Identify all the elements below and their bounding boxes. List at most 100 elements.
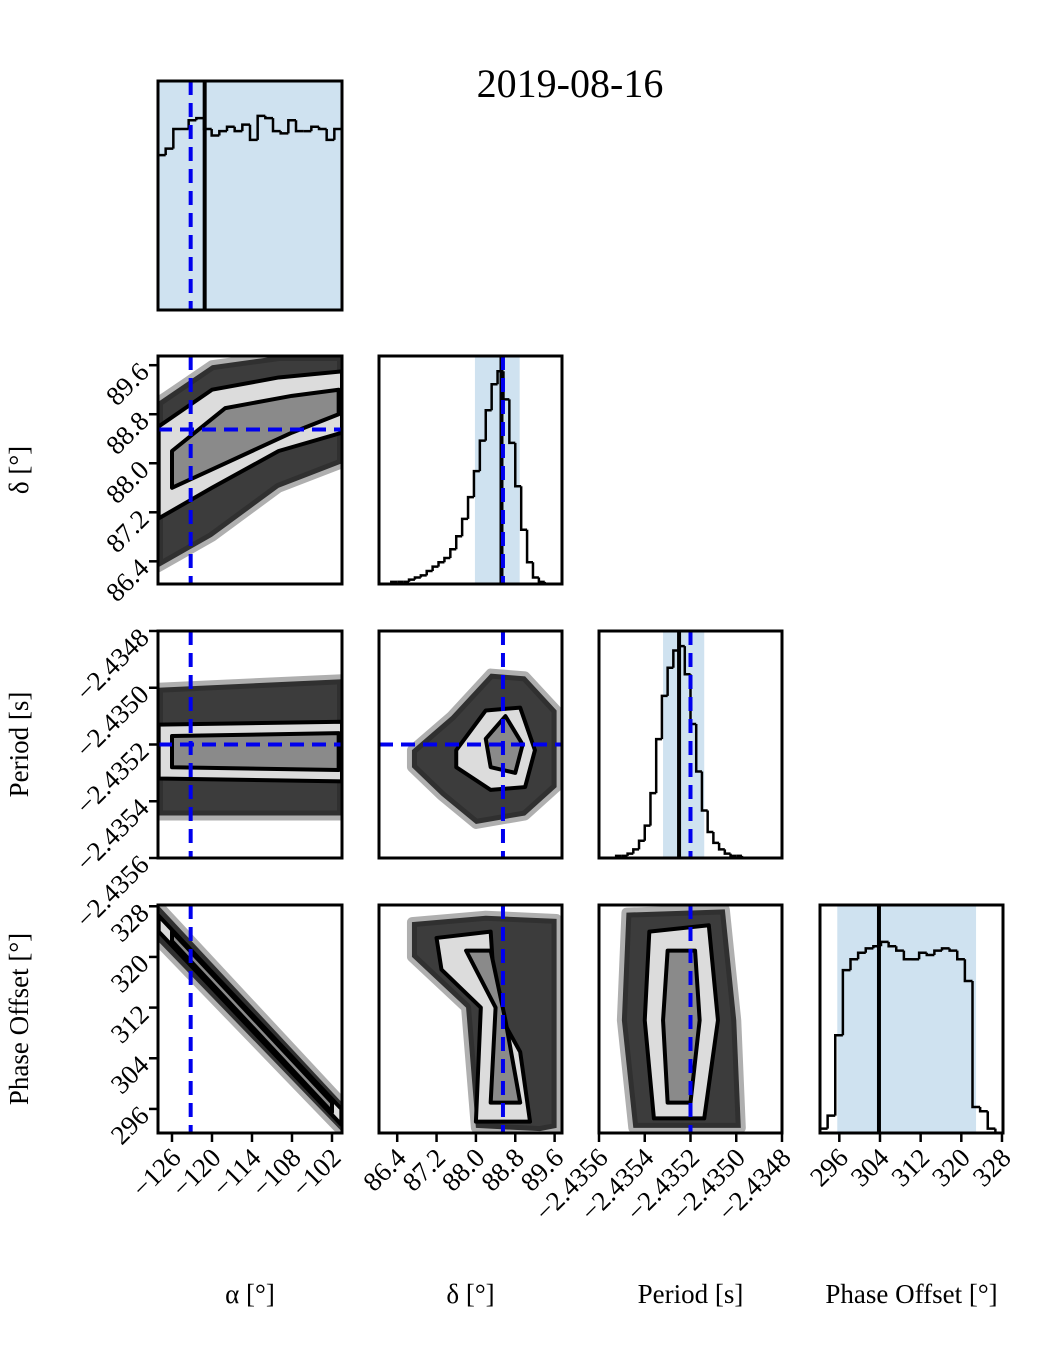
histogram-bin (519, 486, 528, 531)
histogram-bin (864, 947, 874, 953)
histogram-bin (449, 548, 457, 558)
y-tick-label: 312 (105, 999, 155, 1049)
panel (379, 631, 562, 858)
histogram-bin (164, 147, 174, 156)
histogram-bin (225, 125, 235, 132)
histogram-bin (660, 694, 668, 740)
panel (158, 631, 342, 858)
histogram-bin (849, 958, 859, 971)
histogram-bin (729, 853, 737, 858)
histogram-bin (887, 941, 897, 948)
panel-frame (818, 903, 1005, 1135)
histogram-bin (925, 952, 935, 957)
chart-title: 2019-08-16 (477, 61, 664, 106)
histogram-bin (986, 1111, 996, 1130)
histogram-bin (902, 950, 912, 961)
x-tick-label: 320 (926, 1142, 976, 1192)
histogram-bin (514, 442, 522, 488)
histogram-bin (717, 842, 725, 851)
histogram-bin (856, 951, 866, 960)
histogram-bin (490, 382, 498, 411)
y-axis-label: Period [s] (4, 692, 34, 798)
histogram-bin (333, 127, 342, 310)
panel (616, 905, 746, 1133)
x-tick-label: 304 (845, 1142, 895, 1192)
x-tick-label: 296 (804, 1142, 854, 1192)
histogram-bin (948, 948, 958, 952)
histogram-bin (256, 114, 266, 140)
histogram-bin (271, 118, 281, 133)
x-axis-label: δ [°] (446, 1279, 494, 1309)
panel (158, 81, 342, 310)
histogram-bin (425, 569, 433, 576)
panel (406, 905, 562, 1133)
histogram-bin (649, 791, 657, 826)
histogram-bin (484, 409, 492, 441)
histogram-bin (531, 562, 539, 579)
histogram-bin (537, 577, 545, 584)
histogram-bin (233, 126, 243, 133)
panel (820, 905, 1003, 1133)
histogram-bin (294, 120, 304, 133)
histogram-bin (694, 723, 702, 773)
panel-frame (597, 629, 784, 860)
histogram-bin (643, 824, 651, 841)
histogram-bin (834, 1034, 843, 1116)
histogram-bin (666, 666, 674, 696)
histogram-bin (195, 116, 204, 121)
histogram-bin (472, 469, 480, 498)
contour (464, 948, 523, 1105)
histogram-bin (700, 771, 708, 812)
panel-frame (377, 629, 564, 860)
histogram-bin (218, 129, 227, 136)
y-tick-label: 88.8 (100, 406, 155, 461)
histogram-bin (712, 832, 720, 845)
credible-interval (837, 905, 977, 1133)
credible-interval (474, 356, 520, 584)
histogram-bin (917, 951, 927, 960)
histogram-bin (895, 946, 904, 952)
histogram-bin (317, 126, 327, 131)
y-tick-label: 89.6 (100, 357, 155, 412)
histogram-bin (820, 1127, 828, 1133)
histogram-bin (248, 124, 258, 142)
histogram-bin (626, 852, 634, 856)
panel (158, 356, 342, 584)
histogram-bin (478, 439, 486, 472)
histogram-bin (723, 849, 731, 855)
histogram-bin (419, 574, 427, 578)
histogram-bin (443, 556, 451, 563)
contour (170, 929, 334, 1115)
histogram-bin (508, 399, 516, 445)
histogram-bin (683, 646, 691, 676)
histogram-bin (431, 565, 439, 571)
histogram-bin (454, 534, 463, 550)
y-axis-label: δ [°] (4, 446, 34, 494)
x-tick-label: −102 (286, 1142, 347, 1203)
histogram-bin (172, 127, 181, 149)
histogram-bin (310, 125, 319, 132)
histogram-bin (466, 495, 474, 519)
y-tick-label: 296 (105, 1100, 155, 1150)
histogram-bin (978, 1106, 988, 1113)
histogram-bin (264, 115, 273, 120)
credible-interval (158, 81, 342, 310)
histogram-bin (325, 128, 335, 142)
histogram-bin (940, 947, 950, 951)
histogram-bin (637, 839, 645, 850)
histogram-bin (241, 123, 250, 132)
panel-frame (377, 354, 564, 586)
histogram-bin (879, 940, 889, 947)
panel-frame (377, 903, 564, 1135)
x-axis-label: Period [s] (638, 1279, 744, 1309)
panel (158, 905, 342, 1133)
histogram-bin (933, 949, 942, 955)
histogram-bin (971, 981, 981, 1109)
histogram-bin (287, 119, 296, 134)
y-tick-label: 87.2 (100, 504, 155, 559)
y-tick-label: 86.4 (100, 552, 155, 607)
contour (661, 948, 702, 1105)
histogram-bin (460, 517, 469, 537)
panel-frame (156, 354, 344, 586)
